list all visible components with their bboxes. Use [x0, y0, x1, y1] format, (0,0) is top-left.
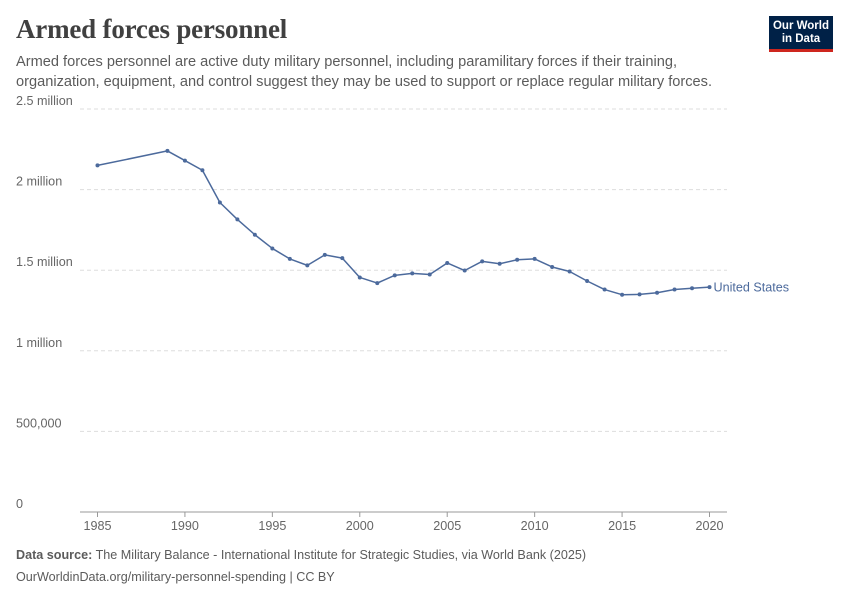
data-point[interactable]	[252, 232, 257, 237]
y-tick-label: 500,000	[16, 416, 62, 430]
data-point[interactable]	[270, 246, 275, 251]
x-tick-label: 2020	[695, 519, 723, 533]
data-point[interactable]	[550, 264, 555, 269]
data-point[interactable]	[707, 285, 712, 290]
data-point[interactable]	[305, 263, 310, 268]
data-point[interactable]	[585, 279, 590, 284]
x-axis: 1985 1990 1995 2000 2005 2010 2015 2020	[80, 511, 727, 533]
data-point[interactable]	[655, 290, 660, 295]
data-point[interactable]	[200, 168, 205, 173]
data-point[interactable]	[480, 259, 485, 264]
x-tick-label: 1990	[171, 519, 199, 533]
series-line[interactable]	[97, 150, 710, 296]
data-point[interactable]	[322, 252, 327, 257]
data-point[interactable]	[672, 287, 677, 292]
series-layer[interactable]: United States	[95, 148, 790, 297]
x-tick-label: 1985	[83, 519, 111, 533]
data-point[interactable]	[602, 287, 607, 292]
data-point[interactable]	[165, 148, 170, 153]
data-point[interactable]	[445, 260, 450, 265]
data-source-text[interactable]: The Military Balance - International Ins…	[95, 548, 587, 562]
data-point[interactable]	[235, 217, 240, 222]
data-point[interactable]	[462, 268, 467, 273]
data-point[interactable]	[567, 269, 572, 274]
data-point[interactable]	[217, 200, 222, 205]
y-tick-label: 1.5 million	[16, 255, 73, 269]
x-tick-label: 2005	[433, 519, 461, 533]
data-point[interactable]	[690, 286, 695, 291]
data-point[interactable]	[532, 256, 537, 261]
x-tick-label: 2015	[608, 519, 636, 533]
data-point[interactable]	[95, 163, 100, 168]
y-tick-label: 1 million	[16, 336, 62, 350]
data-point[interactable]	[392, 273, 397, 278]
owid-logo[interactable]: Our World in Data	[769, 16, 833, 52]
x-tick-label: 2010	[521, 519, 549, 533]
gridlines	[80, 108, 727, 432]
data-point[interactable]	[427, 272, 432, 277]
data-point[interactable]	[182, 158, 187, 163]
source-url[interactable]: OurWorldinData.org/military-personnel-sp…	[16, 570, 335, 584]
data-point[interactable]	[410, 271, 415, 276]
data-point[interactable]	[287, 256, 292, 261]
data-source: Data source: The Military Balance - Inte…	[16, 548, 586, 562]
data-point[interactable]	[497, 261, 502, 266]
y-tick-label: 0	[16, 497, 23, 511]
logo-line-2: in Data	[781, 32, 821, 45]
x-tick-label: 2000	[346, 519, 374, 533]
x-tick-label: 1995	[258, 519, 286, 533]
chart-subtitle: Armed forces personnel are active duty m…	[16, 54, 713, 90]
data-point[interactable]	[357, 275, 362, 280]
data-source-label: Data source:	[16, 548, 93, 562]
data-point[interactable]	[340, 256, 345, 261]
data-point[interactable]	[620, 292, 625, 297]
data-point[interactable]	[375, 281, 380, 286]
logo-line-1: Our World	[772, 20, 829, 32]
y-tick-label: 2.5 million	[16, 94, 73, 108]
data-point[interactable]	[515, 257, 520, 262]
chart-title: Armed forces personnel	[16, 14, 288, 44]
y-tick-label: 2 million	[16, 175, 62, 189]
data-point[interactable]	[637, 292, 642, 297]
series-label[interactable]: United States	[714, 281, 790, 295]
y-axis-labels: 0 500,000 1 million 1.5 million 2 million 2.5…	[16, 94, 73, 511]
